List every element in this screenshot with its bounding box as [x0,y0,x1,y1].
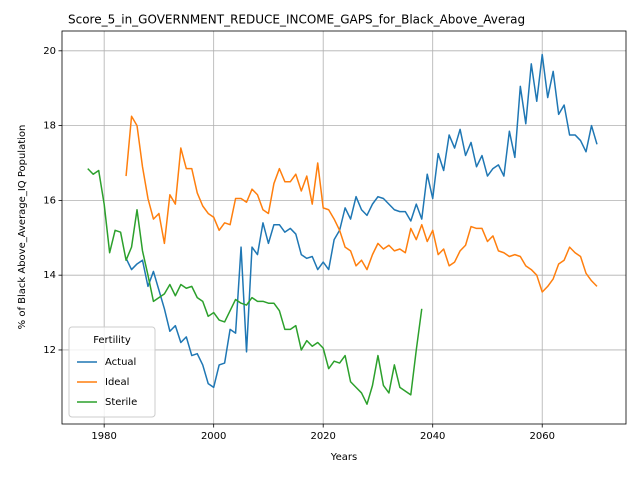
chart-title: Score_5_in_GOVERNMENT_REDUCE_INCOME_GAPS… [68,13,525,27]
legend-box [68,326,156,418]
x-tick-label: 1980 [91,431,116,442]
x-tick-label: 2000 [201,431,226,442]
x-axis-label: Years [330,452,357,463]
legend-label: Ideal [105,377,129,388]
y-tick-label: 12 [43,345,56,356]
legend-label: Actual [105,357,136,368]
line-series [125,53,598,389]
legend: Fertility Actual Ideal Sterile [68,326,156,418]
legend-label: Sterile [105,397,137,408]
y-axis-label: % of Black Above_Average_IQ Population [17,125,28,330]
plot-frame [61,30,627,425]
x-tick-label: 2060 [529,431,554,442]
y-tick-label: 18 [43,121,56,132]
line-series [125,115,598,293]
y-tick-label: 14 [43,270,56,281]
x-tick-label: 2040 [420,431,445,442]
legend-title: Fertility [93,335,131,346]
x-tick-label: 2020 [310,431,335,442]
y-tick-label: 20 [43,46,56,57]
y-tick-label: 16 [43,195,56,206]
line-series [87,168,423,405]
